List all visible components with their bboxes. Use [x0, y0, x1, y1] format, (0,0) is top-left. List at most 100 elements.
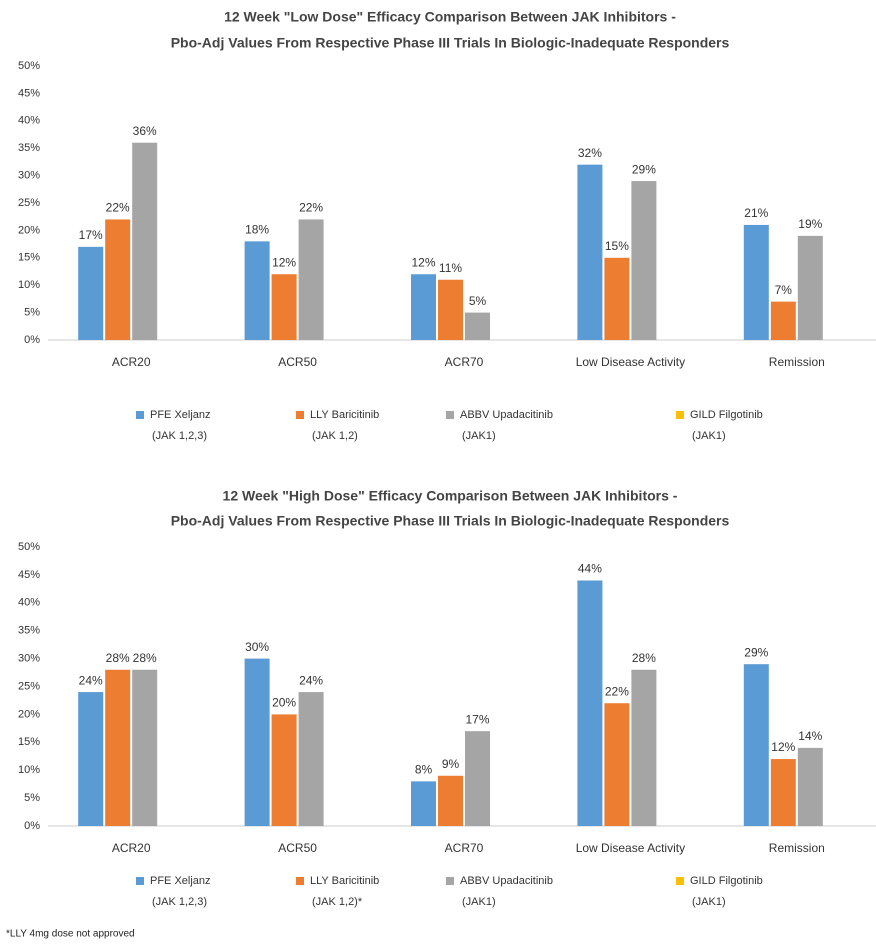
bar	[604, 257, 630, 340]
legend-swatch	[446, 877, 454, 885]
data-label: 18%	[245, 223, 269, 237]
bar	[298, 219, 324, 340]
legend-label: LLY Baricitinib (JAK 1,2)*	[310, 875, 379, 908]
y-tick-label: 25%	[18, 197, 40, 209]
data-label: 28%	[133, 651, 157, 665]
y-tick-label: 35%	[18, 142, 40, 154]
data-label: 7%	[775, 283, 793, 297]
y-tick-label: 20%	[18, 224, 40, 236]
y-tick-label: 40%	[18, 597, 40, 609]
bar	[770, 759, 796, 826]
y-tick-label: 15%	[18, 252, 40, 264]
data-label: 22%	[299, 201, 323, 215]
y-tick-label: 25%	[18, 680, 40, 692]
legend-swatch	[446, 411, 454, 419]
legend-swatch	[676, 877, 684, 885]
data-label: 20%	[272, 696, 296, 710]
bar	[604, 703, 630, 826]
chart-title: 12 Week "Low Dose" Efficacy Comparison B…	[224, 9, 676, 25]
data-label: 22%	[106, 201, 130, 215]
data-label: 21%	[744, 206, 768, 220]
bar	[577, 164, 603, 340]
legend-swatch	[136, 411, 144, 419]
legend-label: ABBV Upadacitinib (JAK1)	[460, 409, 553, 442]
bar	[105, 219, 131, 340]
data-label: 19%	[798, 217, 822, 231]
x-tick-label: ACR20	[112, 841, 151, 855]
legend-label: PFE Xeljanz (JAK 1,2,3)	[150, 875, 211, 908]
bar	[770, 301, 796, 340]
y-tick-label: 0%	[24, 334, 40, 346]
bar	[411, 274, 436, 340]
bar	[465, 312, 490, 340]
data-label: 36%	[133, 124, 157, 138]
y-tick-label: 20%	[18, 708, 40, 720]
bar	[298, 692, 324, 826]
x-tick-label: Low Disease Activity	[576, 355, 685, 369]
y-tick-label: 45%	[18, 87, 40, 99]
y-tick-label: 10%	[18, 279, 40, 291]
bar	[797, 747, 823, 826]
y-tick-label: 15%	[18, 736, 40, 748]
y-tick-label: 35%	[18, 625, 40, 637]
y-tick-label: 40%	[18, 115, 40, 127]
bar	[244, 658, 270, 826]
y-tick-label: 10%	[18, 764, 40, 776]
data-label: 12%	[411, 255, 435, 269]
y-tick-label: 30%	[18, 170, 40, 182]
data-label: 22%	[605, 684, 629, 698]
x-tick-label: ACR70	[445, 355, 484, 369]
data-label: 28%	[106, 651, 130, 665]
y-tick-label: 50%	[18, 541, 40, 553]
bar	[105, 669, 131, 826]
bar	[271, 274, 297, 340]
data-label: 9%	[442, 757, 460, 771]
bar	[438, 775, 463, 826]
bar	[631, 181, 657, 340]
data-label: 29%	[744, 645, 768, 659]
legend-swatch	[296, 877, 304, 885]
bar	[411, 781, 436, 826]
bar	[465, 731, 490, 826]
legend-label: GILD Filgotinib (JAK1)	[690, 875, 763, 908]
data-label: 15%	[605, 239, 629, 253]
bar	[743, 664, 769, 826]
data-label: 12%	[272, 255, 296, 269]
bar	[132, 669, 158, 826]
data-label: 28%	[632, 651, 656, 665]
bar	[78, 692, 104, 826]
data-label: 12%	[771, 740, 795, 754]
x-tick-label: Remission	[769, 841, 825, 855]
bar	[132, 142, 158, 340]
bar	[78, 246, 104, 340]
x-tick-label: ACR70	[445, 841, 484, 855]
legend-swatch	[136, 877, 144, 885]
data-label: 17%	[465, 712, 489, 726]
x-tick-label: Low Disease Activity	[576, 841, 685, 855]
x-tick-label: ACR50	[278, 841, 317, 855]
bar	[577, 580, 603, 826]
bar	[244, 241, 270, 340]
bar	[631, 669, 657, 826]
bar	[743, 224, 769, 340]
legend-label: PFE Xeljanz (JAK 1,2,3)	[150, 409, 211, 442]
data-label: 29%	[632, 162, 656, 176]
chart-title: Pbo-Adj Values From Respective Phase III…	[171, 513, 730, 529]
legend-label: GILD Filgotinib (JAK1)	[690, 409, 763, 442]
data-label: 11%	[439, 261, 462, 275]
data-label: 44%	[578, 562, 602, 576]
bar	[438, 279, 463, 340]
data-label: 32%	[578, 146, 602, 160]
y-tick-label: 5%	[24, 307, 40, 319]
legend-swatch	[296, 411, 304, 419]
data-label: 5%	[469, 294, 487, 308]
y-tick-label: 0%	[24, 820, 40, 832]
x-tick-label: ACR20	[112, 355, 151, 369]
chart-title: Pbo-Adj Values From Respective Phase III…	[171, 35, 730, 51]
chart-title: 12 Week "High Dose" Efficacy Comparison …	[223, 488, 678, 504]
legend-label: ABBV Upadacitinib (JAK1)	[460, 875, 553, 908]
y-tick-label: 30%	[18, 653, 40, 665]
data-label: 24%	[299, 673, 323, 687]
data-label: 17%	[79, 228, 103, 242]
